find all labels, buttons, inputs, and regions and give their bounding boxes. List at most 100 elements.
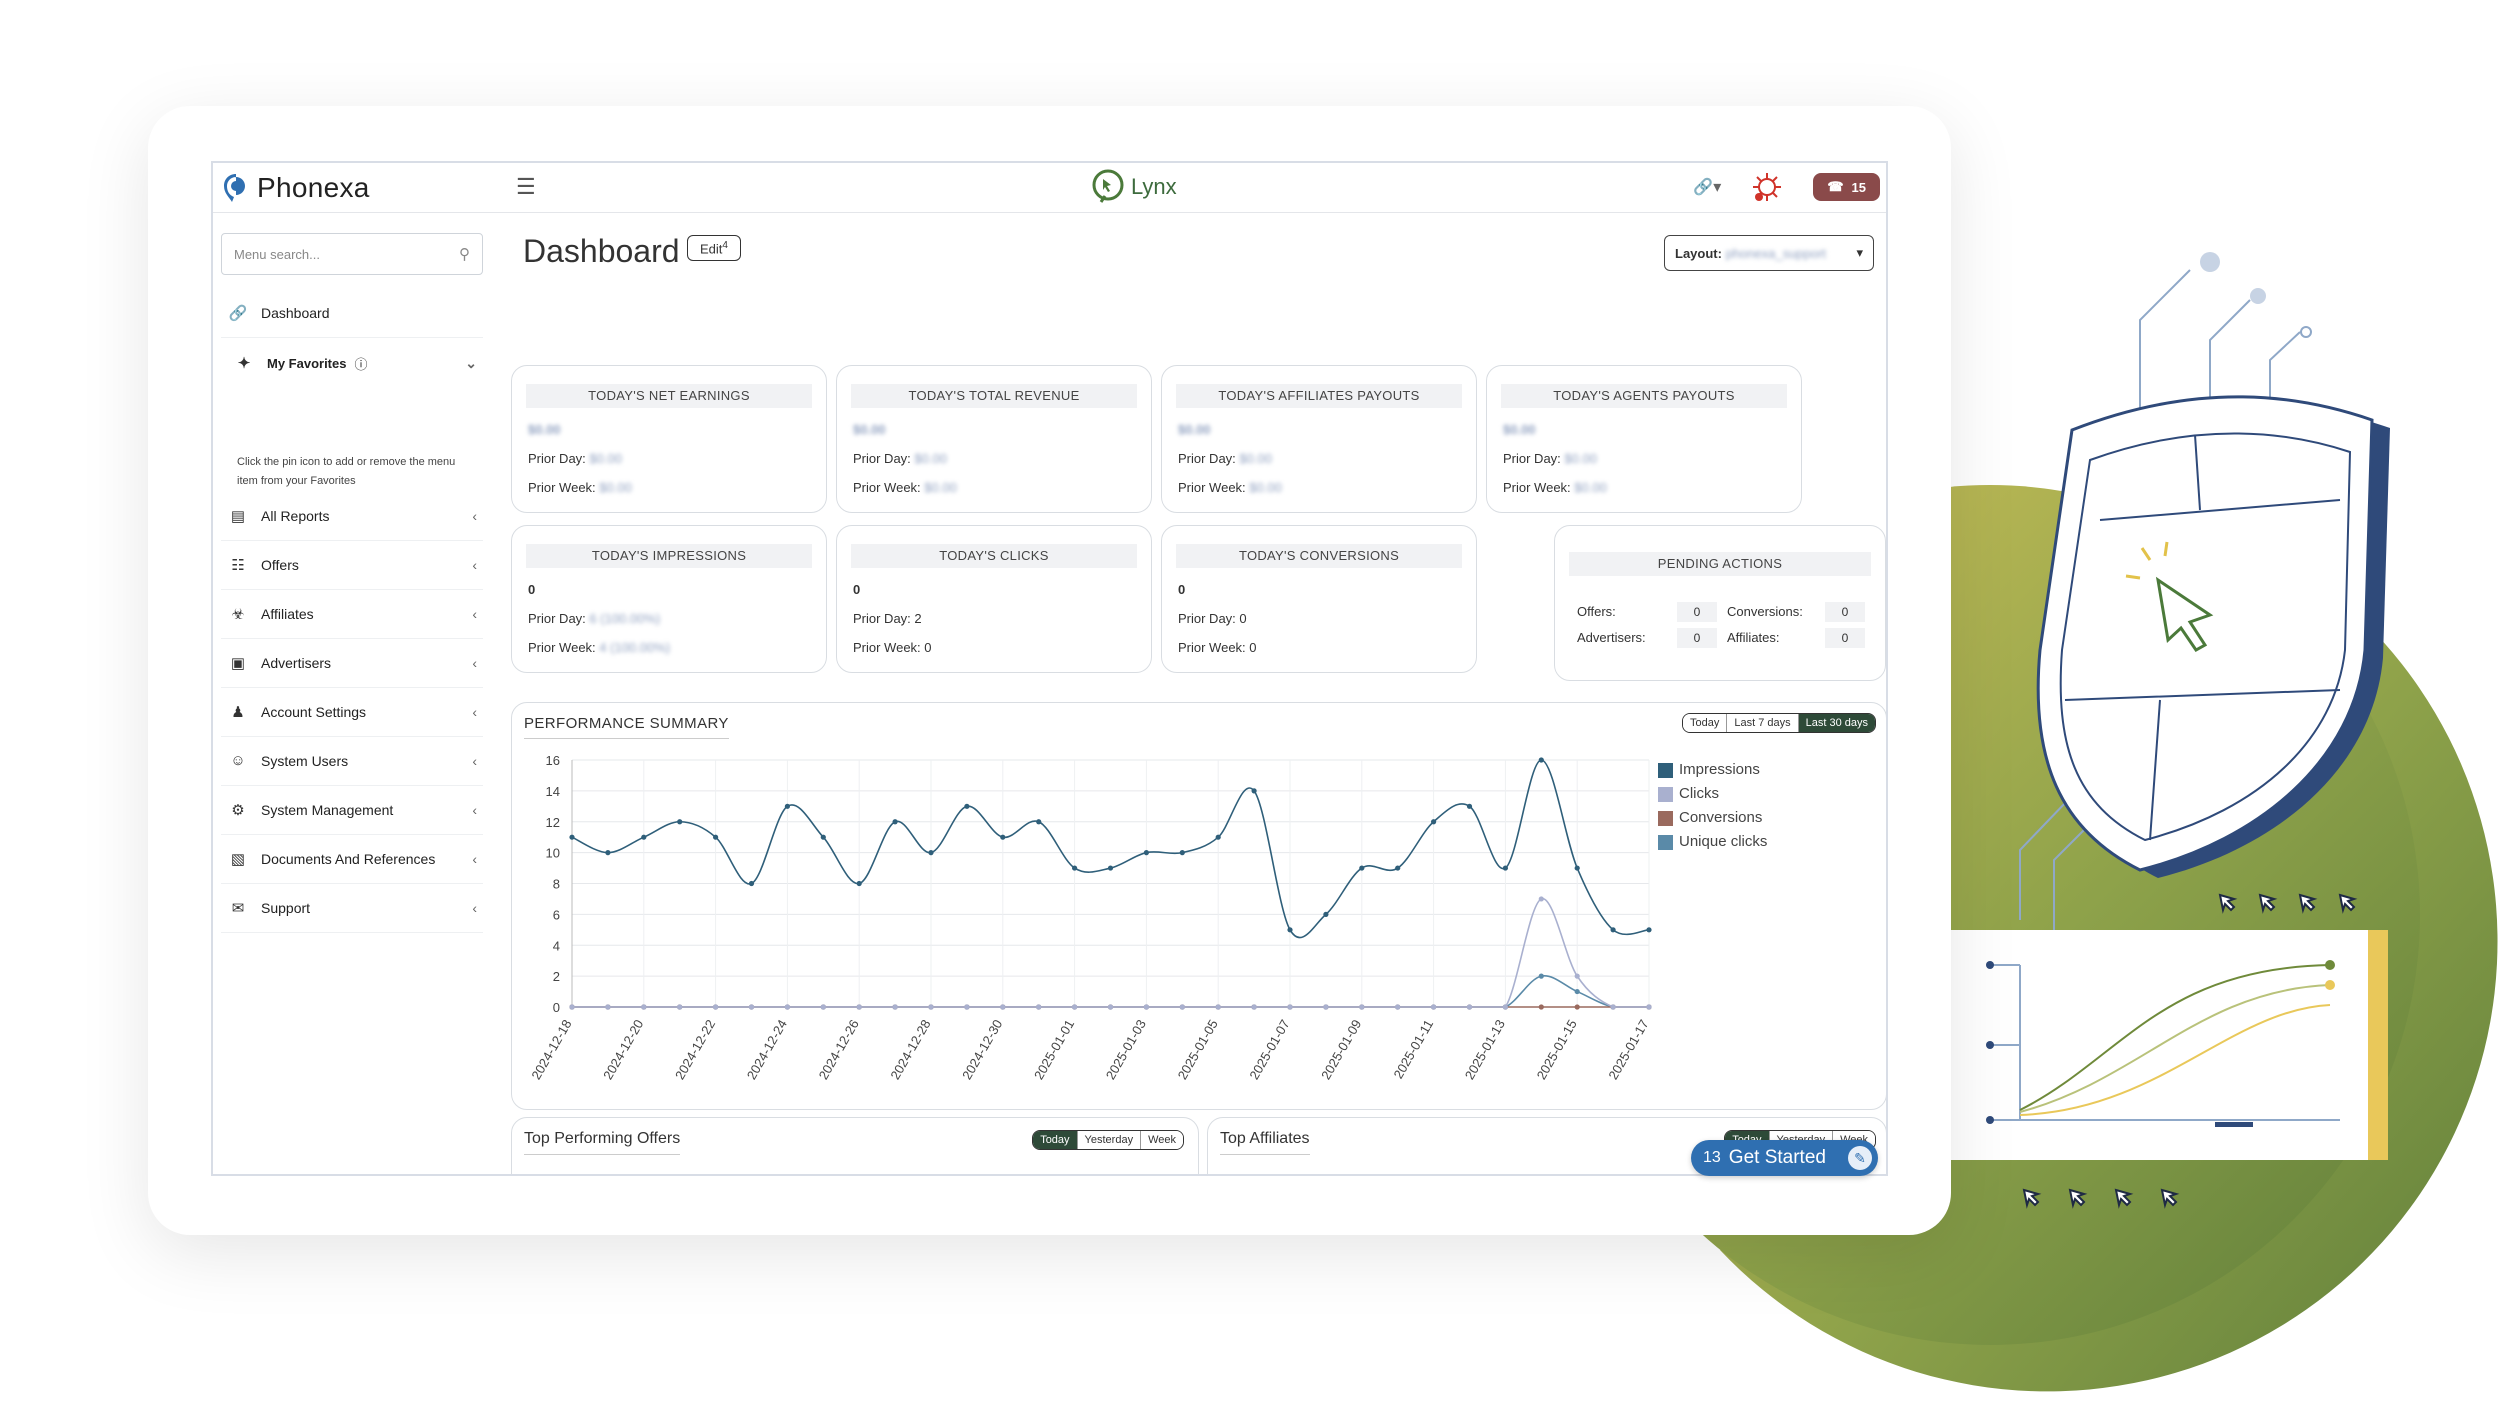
legend-item[interactable]: Impressions bbox=[1658, 758, 1767, 782]
range-option-last-7-days[interactable]: Last 7 days bbox=[1727, 714, 1799, 732]
data-point bbox=[1538, 1004, 1544, 1010]
menu-search-input[interactable]: Menu search... ⚲ bbox=[221, 233, 483, 275]
range-option-yesterday[interactable]: Yesterday bbox=[1077, 1131, 1142, 1149]
stat-value: $0.00 bbox=[853, 422, 886, 437]
data-point bbox=[784, 1004, 790, 1010]
performance-summary-card: 0 2 4 6 8 10 12 14 16 2024-12-18 2024-12-20 2024-12… bbox=[511, 702, 1886, 1110]
sidebar-item-advertisers[interactable]: ▣ Advertisers ‹ bbox=[221, 638, 483, 688]
stat-value: $0.00 bbox=[528, 422, 561, 437]
help-icon[interactable]: ⓘ bbox=[354, 356, 368, 372]
x-tick-label: 2024-12-20 bbox=[600, 1017, 646, 1082]
data-point bbox=[1538, 973, 1544, 979]
legend-label: Clicks bbox=[1679, 785, 1719, 802]
caret-down-icon: ▾ bbox=[1856, 245, 1863, 260]
legend-swatch bbox=[1658, 834, 1673, 850]
range-option-last-30-days[interactable]: Last 30 days bbox=[1798, 714, 1875, 732]
stat-prior-week: Prior Week: $0.00 bbox=[1503, 480, 1607, 495]
prior-week-label: Prior Week: bbox=[1178, 640, 1246, 655]
stat-title: TODAY'S AFFILIATES PAYOUTS bbox=[1176, 384, 1462, 408]
performance-chart: 0 2 4 6 8 10 12 14 16 2024-12-18 2024-12-20 2024-12… bbox=[528, 753, 1652, 1082]
product-name: Lynx bbox=[1131, 174, 1177, 199]
stat-value: 0 bbox=[528, 582, 536, 597]
layout-select[interactable]: Layout: phonexa_support ▾ bbox=[1664, 235, 1874, 271]
legend-item[interactable]: Clicks bbox=[1658, 782, 1767, 806]
product-logo[interactable]: Lynx bbox=[1091, 169, 1177, 205]
top-offers-range-toggle: Today Yesterday Week bbox=[1032, 1130, 1184, 1150]
link-icon[interactable]: 🔗▾ bbox=[1693, 179, 1722, 196]
stat-title: TODAY'S CLICKS bbox=[851, 544, 1137, 568]
sidebar-item-label: Dashboard bbox=[261, 304, 330, 321]
sidebar-item-dashboard[interactable]: 🔗 Dashboard bbox=[221, 288, 483, 338]
prior-day-label: Prior Day: bbox=[1178, 451, 1236, 466]
sidebar-item-label: System Management bbox=[261, 801, 394, 818]
pending-conversions-value[interactable]: 0 bbox=[1825, 602, 1865, 622]
envelope-icon: ✉ bbox=[231, 899, 245, 917]
sidebar-item-system-users[interactable]: ☺ System Users ‹ bbox=[221, 736, 483, 786]
data-point bbox=[1323, 911, 1329, 917]
range-option-today[interactable]: Today bbox=[1033, 1131, 1078, 1149]
prior-day-label: Prior Day: bbox=[853, 451, 911, 466]
stat-prior-day: Prior Day: $0.00 bbox=[1503, 451, 1597, 466]
sidebar-item-all-reports[interactable]: ▤ All Reports ‹ bbox=[221, 491, 483, 541]
prior-week-value: $0.00 bbox=[1574, 480, 1607, 495]
data-point bbox=[1287, 1004, 1293, 1010]
range-option-week[interactable]: Week bbox=[1141, 1131, 1183, 1149]
prior-week-value: $0.00 bbox=[924, 480, 957, 495]
pending-offers-value[interactable]: 0 bbox=[1677, 602, 1717, 622]
data-point bbox=[964, 1004, 970, 1010]
legend-item[interactable]: Conversions bbox=[1658, 806, 1767, 830]
prior-day-value: $0.00 bbox=[1564, 451, 1597, 466]
legend-label: Impressions bbox=[1679, 761, 1760, 778]
data-point bbox=[641, 834, 647, 840]
sidebar-item-label: Affiliates bbox=[261, 605, 314, 622]
prior-week-label: Prior Week: bbox=[853, 640, 921, 655]
data-point bbox=[1610, 1004, 1616, 1010]
sidebar-item-label: Documents And References bbox=[261, 850, 436, 867]
data-point bbox=[1000, 1004, 1006, 1010]
get-started-button[interactable]: 13 Get Started ✎ bbox=[1691, 1140, 1878, 1176]
pending-actions-card: PENDING ACTIONS Offers: 0 Conversions: 0… bbox=[1554, 525, 1886, 681]
sidebar-item-label: Support bbox=[261, 899, 311, 916]
data-point bbox=[1000, 834, 1006, 840]
range-option-today[interactable]: Today bbox=[1683, 714, 1728, 732]
get-started-label: Get Started bbox=[1728, 1147, 1826, 1168]
data-point bbox=[1502, 865, 1508, 871]
network-icon[interactable] bbox=[1749, 169, 1785, 205]
pending-offers-label: Offers: bbox=[1577, 604, 1616, 619]
data-point bbox=[1395, 865, 1401, 871]
sidebar-item-support[interactable]: ✉ Support ‹ bbox=[221, 883, 483, 933]
prior-day-label: Prior Day: bbox=[1503, 451, 1561, 466]
pending-affiliates-value[interactable]: 0 bbox=[1825, 628, 1865, 648]
data-point bbox=[1036, 1004, 1042, 1010]
hamburger-menu-icon[interactable]: ☰ bbox=[516, 174, 536, 199]
data-point bbox=[1143, 850, 1149, 856]
prior-week-value: $0.00 bbox=[1249, 480, 1282, 495]
notifications-button[interactable]: ☎ 15 bbox=[1813, 173, 1880, 201]
sidebar-item-label: System Users bbox=[261, 752, 349, 769]
sidebar-item-favorites[interactable]: ✦ My Favorites ⓘ ⌄ bbox=[221, 343, 483, 383]
data-point bbox=[1646, 927, 1652, 933]
data-point bbox=[1251, 1004, 1257, 1010]
sidebar-item-affiliates[interactable]: ☣ Affiliates ‹ bbox=[221, 589, 483, 639]
prior-day-value: $0.00 bbox=[1239, 451, 1272, 466]
stat-title: TODAY'S AGENTS PAYOUTS bbox=[1501, 384, 1787, 408]
pending-advertisers-value[interactable]: 0 bbox=[1677, 628, 1717, 648]
data-point bbox=[677, 1004, 683, 1010]
sidebar-item-system-management[interactable]: ⚙ System Management ‹ bbox=[221, 785, 483, 835]
stat-value: 0 bbox=[853, 582, 861, 597]
x-tick-label: 2025-01-09 bbox=[1318, 1017, 1364, 1082]
chevron-left-icon: ‹ bbox=[472, 556, 477, 573]
data-point bbox=[605, 1004, 611, 1010]
sidebar-item-account-settings[interactable]: ♟ Account Settings ‹ bbox=[221, 687, 483, 737]
sidebar-item-label: Account Settings bbox=[261, 703, 367, 720]
edit-button[interactable]: Edit4 bbox=[687, 235, 741, 262]
y-tick-label: 16 bbox=[546, 753, 560, 768]
legend-item[interactable]: Unique clicks bbox=[1658, 830, 1767, 854]
brand-logo[interactable]: Phonexa bbox=[223, 171, 370, 205]
sidebar-item-offers[interactable]: ☷ Offers ‹ bbox=[221, 540, 483, 590]
data-point bbox=[1215, 1004, 1221, 1010]
y-tick-label: 4 bbox=[553, 938, 560, 953]
sidebar-item-documents-and-references[interactable]: ▧ Documents And References ‹ bbox=[221, 834, 483, 884]
data-point bbox=[569, 1004, 575, 1010]
prior-week-value: 0 bbox=[1249, 640, 1257, 655]
